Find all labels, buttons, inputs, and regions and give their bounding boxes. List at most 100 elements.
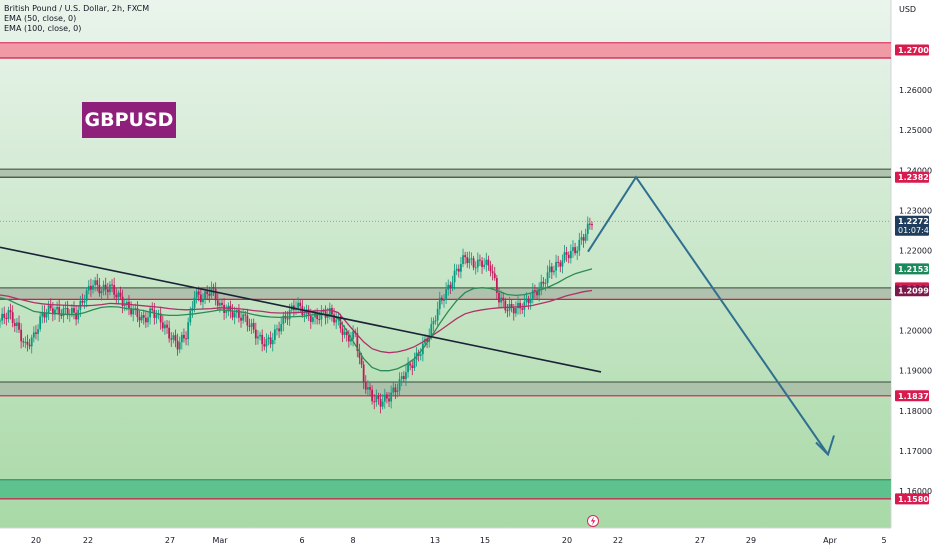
symbol-title[interactable]: British Pound / U.S. Dollar, 2h, FXCM xyxy=(4,4,150,13)
ema50-line xyxy=(0,268,593,372)
candle-body xyxy=(396,390,399,392)
candle-body xyxy=(115,294,118,298)
candle-body xyxy=(548,266,551,273)
candle-body xyxy=(109,284,111,293)
candle-body xyxy=(356,333,359,351)
candle-body xyxy=(498,292,500,303)
candle-body xyxy=(328,307,331,315)
candle-body xyxy=(540,281,543,289)
time-axis-background xyxy=(0,528,932,550)
price-axis[interactable]: 1.26000 1.25000 1.24000 1.23000 1.22000 1.200… xyxy=(895,44,932,505)
ema50-label[interactable]: EMA (50, close, 0) xyxy=(4,14,77,23)
lightning-icon[interactable] xyxy=(587,515,599,527)
candle-body xyxy=(576,250,579,254)
price-tick: 1.19000 xyxy=(899,367,932,376)
candle-body xyxy=(366,387,369,390)
candle-body xyxy=(466,257,469,264)
candle-body xyxy=(527,298,530,304)
time-tick: 29 xyxy=(746,536,756,545)
candle-body xyxy=(460,264,462,272)
candle-body xyxy=(288,310,291,320)
candle-body xyxy=(81,300,84,303)
candle-body xyxy=(180,334,183,343)
candle-body xyxy=(242,314,245,321)
candle-body xyxy=(563,252,566,261)
candle-body xyxy=(555,261,557,271)
candle-body xyxy=(476,259,479,268)
candle-body xyxy=(517,302,519,309)
candle-body xyxy=(218,302,221,306)
candle-body xyxy=(474,267,477,269)
candle-body xyxy=(56,307,58,310)
candle-body xyxy=(358,350,361,358)
candle-body xyxy=(261,334,264,345)
candle-body xyxy=(125,301,128,306)
candle-body xyxy=(263,344,266,347)
candle-body xyxy=(542,281,545,284)
candle-body xyxy=(246,315,249,326)
candle-body xyxy=(70,308,73,314)
candle-body xyxy=(369,387,371,390)
candle-body xyxy=(286,318,289,320)
candle-body xyxy=(479,259,481,261)
candle-body xyxy=(206,291,209,295)
candle-body xyxy=(104,284,107,290)
candle-body xyxy=(45,313,48,318)
candle-body xyxy=(73,308,75,313)
candle-body xyxy=(119,292,122,297)
candle-body xyxy=(567,254,570,259)
candle-body xyxy=(398,379,401,391)
candle-body xyxy=(582,237,585,241)
ema100-label[interactable]: EMA (100, close, 0) xyxy=(4,24,82,33)
ema-layer xyxy=(0,268,593,372)
candle-body xyxy=(371,389,374,402)
candle-body xyxy=(565,252,568,255)
candle-body xyxy=(197,291,200,295)
candle-body xyxy=(83,300,86,303)
candle-body xyxy=(512,307,515,314)
candle-body xyxy=(481,260,483,267)
zone-box xyxy=(0,42,891,59)
candle-body xyxy=(54,309,56,315)
candle-body xyxy=(172,335,175,340)
time-tick: 8 xyxy=(350,536,355,545)
candle-body xyxy=(538,288,541,296)
candle-body xyxy=(231,311,234,318)
candle-body xyxy=(221,302,223,305)
candle-body xyxy=(392,387,395,393)
price-label: 1.21539 xyxy=(898,265,932,274)
candle-body xyxy=(362,364,365,382)
candle-body xyxy=(405,372,407,380)
candle-body xyxy=(43,312,46,318)
candle-body xyxy=(96,280,99,285)
candle-body xyxy=(531,290,534,300)
candle-body xyxy=(464,255,467,258)
candle-body xyxy=(30,337,33,347)
time-axis[interactable]: 20 22 27 Mar 6 8 13 15 20 22 27 29 Apr 5 xyxy=(31,536,887,545)
price-tick: 1.24000 xyxy=(899,166,932,175)
candle-body xyxy=(149,308,152,318)
candle-body xyxy=(409,363,412,366)
candle-body xyxy=(586,223,589,235)
candle-body xyxy=(212,286,215,289)
candle-body xyxy=(514,308,517,314)
candle-body xyxy=(574,247,576,254)
candle-body xyxy=(195,291,198,298)
candle-body xyxy=(28,344,31,347)
candle-body xyxy=(187,322,190,340)
candle-body xyxy=(106,289,109,293)
candle-body xyxy=(64,307,67,309)
candle-body xyxy=(269,337,272,345)
price-label-box xyxy=(895,263,929,275)
candle-body xyxy=(375,395,378,403)
candle-body xyxy=(550,266,553,273)
candle-body xyxy=(588,223,591,225)
candle-body xyxy=(204,291,206,300)
candle-body xyxy=(60,314,63,317)
candle-body xyxy=(32,332,35,338)
candle-body xyxy=(483,264,486,267)
candle-body xyxy=(364,381,367,390)
candle-body xyxy=(282,315,285,325)
candle-body xyxy=(117,292,120,298)
